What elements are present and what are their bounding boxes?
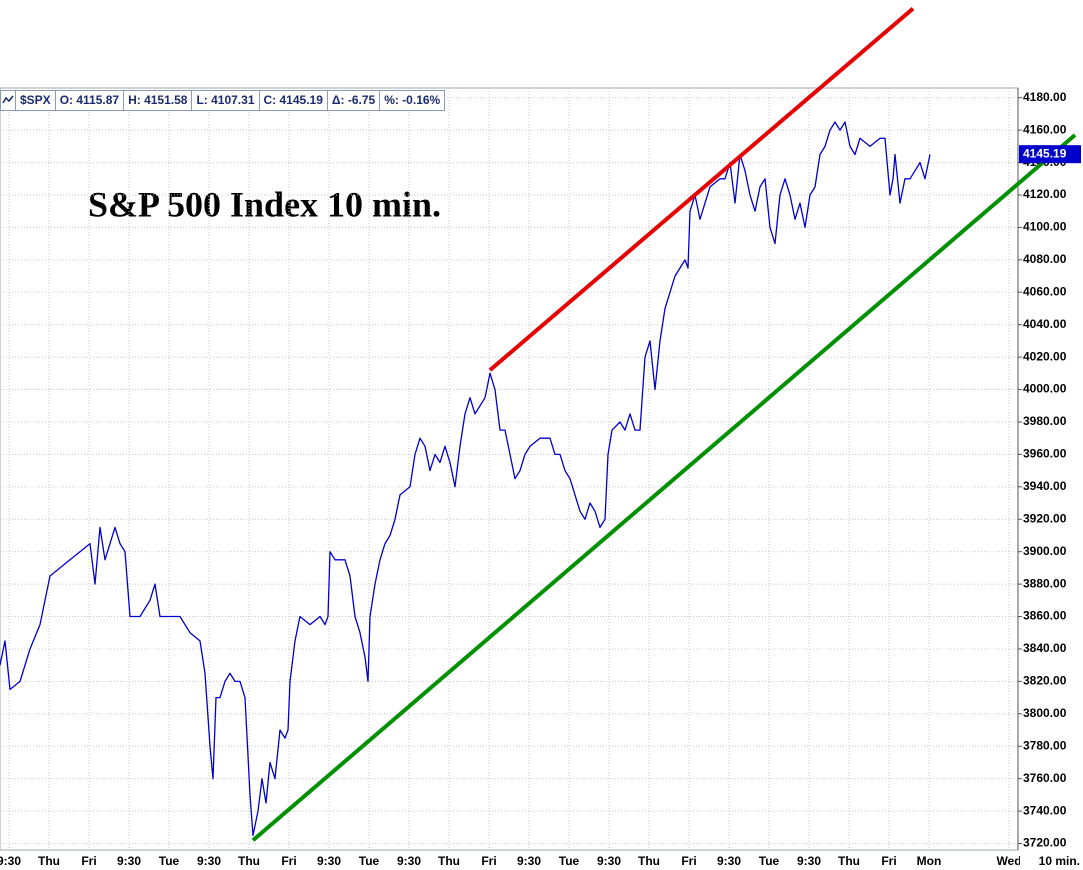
last-price-label: 4145.19 [1023, 146, 1067, 160]
y-tick-label: 3880.00 [1023, 576, 1067, 590]
x-tick-label: Tue [159, 854, 180, 868]
y-tick-label: 3980.00 [1023, 414, 1067, 428]
x-tick-label: Fri [81, 854, 96, 868]
legend-field: H: 4151.58 [123, 91, 191, 110]
y-tick-label: 4160.00 [1023, 122, 1067, 136]
y-tick-label: 3740.00 [1023, 803, 1067, 817]
x-tick-label: 9:30 [197, 854, 221, 868]
legend-icon [1, 91, 15, 110]
x-tick-label: Fri [681, 854, 696, 868]
y-tick-label: 3800.00 [1023, 706, 1067, 720]
interval-box [1020, 853, 1083, 870]
legend-symbol: $SPX [15, 91, 55, 110]
x-tick-label: 9:30 [0, 854, 21, 868]
y-tick-label: 3760.00 [1023, 771, 1067, 785]
x-tick-label: Thu [638, 854, 660, 868]
x-tick-label: Thu [238, 854, 260, 868]
legend-field: C: 4145.19 [258, 91, 327, 110]
x-tick-label: 9:30 [317, 854, 341, 868]
x-tick-label: Tue [359, 854, 380, 868]
x-tick-label: Fri [481, 854, 496, 868]
chart-title: S&P 500 Index 10 min. [88, 184, 441, 224]
y-tick-label: 4120.00 [1023, 187, 1067, 201]
x-tick-label: 9:30 [397, 854, 421, 868]
x-tick-label: Fri [881, 854, 896, 868]
trend-line [488, 7, 915, 372]
price-line [0, 121, 931, 837]
legend-field: L: 4107.31 [191, 91, 258, 110]
legend-field: O: 4115.87 [54, 91, 123, 110]
y-tick-label: 3920.00 [1023, 511, 1067, 525]
x-tick-label: Thu [38, 854, 60, 868]
legend-field: Δ: -6.75 [326, 91, 379, 110]
x-tick-label: Thu [838, 854, 860, 868]
y-tick-label: 3940.00 [1023, 479, 1067, 493]
y-tick-label: 3860.00 [1023, 609, 1067, 623]
x-tick-label: Wed [996, 854, 1021, 868]
y-tick-label: 3720.00 [1023, 836, 1067, 850]
y-tick-label: 4020.00 [1023, 349, 1067, 363]
y-tick-label: 4180.00 [1023, 90, 1067, 104]
x-tick-label: Tue [559, 854, 580, 868]
trend-line [251, 133, 1077, 842]
x-tick-label: 9:30 [597, 854, 621, 868]
y-tick-label: 3820.00 [1023, 674, 1067, 688]
y-tick-label: 3780.00 [1023, 738, 1067, 752]
icon [2, 95, 14, 104]
y-tick-label: 3960.00 [1023, 447, 1067, 461]
x-tick-label: 9:30 [117, 854, 141, 868]
y-tick-label: 4040.00 [1023, 317, 1067, 331]
x-tick-label: Fri [281, 854, 296, 868]
y-tick-label: 4100.00 [1023, 220, 1067, 234]
x-tick-label: 9:30 [797, 854, 821, 868]
y-tick-label: 4080.00 [1023, 252, 1067, 266]
legend-field: %: -0.16% [379, 91, 444, 110]
legend: $SPX O: 4115.87 H: 4151.58 L: 4107.31 C: 41… [0, 90, 446, 111]
last-price-tag [1019, 145, 1081, 164]
y-tick-label: 4000.00 [1023, 382, 1067, 396]
x-tick-label: Thu [438, 854, 460, 868]
x-tick-label: Mon [917, 854, 942, 868]
y-tick-label: 3900.00 [1023, 544, 1067, 558]
x-tick-label: Tue [759, 854, 780, 868]
x-tick-label: 9:30 [717, 854, 741, 868]
interval-label: 10 min. [1039, 854, 1080, 868]
y-tick-label: 3840.00 [1023, 641, 1067, 655]
x-tick-label: 9:30 [517, 854, 541, 868]
y-tick-label: 4060.00 [1023, 284, 1067, 298]
plot-area [0, 87, 1019, 851]
